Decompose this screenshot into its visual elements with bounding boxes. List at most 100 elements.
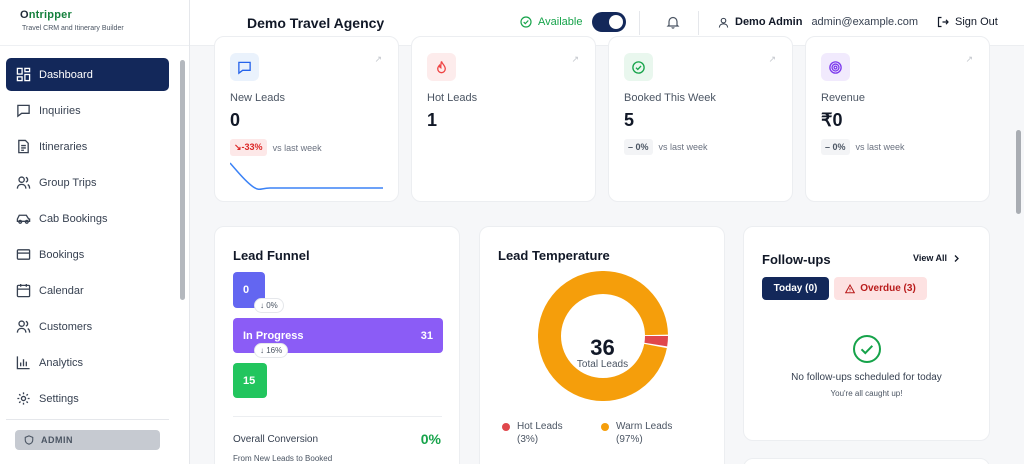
sidebar-item-calendar[interactable]: Calendar — [6, 274, 169, 307]
card-icon — [16, 249, 31, 260]
header-divider — [639, 11, 640, 35]
sidebar-item-customers[interactable]: Customers — [6, 310, 169, 343]
donut-chart — [538, 271, 668, 401]
calendar-icon — [16, 283, 31, 298]
sign-out-label: Sign Out — [955, 16, 998, 28]
donut-total: 36 — [590, 335, 615, 360]
sidebar-item-inquiries[interactable]: Inquiries — [6, 94, 169, 127]
dashboard-icon — [16, 67, 31, 82]
sidebar-item-label: Calendar — [39, 284, 84, 297]
user-menu[interactable]: Demo Admin admin@example.com — [718, 16, 918, 28]
stat-value: 5 — [624, 110, 635, 130]
sidebar-item-itineraries[interactable]: Itineraries — [6, 130, 169, 163]
sidebar-nav: Dashboard Inquiries Itineraries Group Tr… — [6, 58, 169, 418]
view-all-label: View All — [912, 253, 947, 263]
sidebar-item-group-trips[interactable]: Group Trips — [6, 166, 169, 199]
change-caption: vs last week — [272, 142, 322, 153]
stat-card-revenue[interactable]: ↗ Revenue ₹0 – 0% vs last week — [805, 36, 990, 202]
target-icon — [829, 60, 842, 74]
stat-icon-box — [230, 53, 259, 81]
sidebar-item-dashboard[interactable]: Dashboard — [6, 58, 169, 91]
funnel-stage[interactable]: 15 — [233, 363, 267, 398]
customers-icon — [16, 320, 31, 333]
availability-status: Available — [520, 16, 582, 28]
sidebar-item-cab-bookings[interactable]: Cab Bookings — [6, 202, 169, 235]
card-title: Lead Temperature — [498, 248, 610, 263]
donut-slice-hot — [538, 271, 668, 401]
stat-card-new-leads[interactable]: ↗ New Leads 0 ↘-33% vs last week — [214, 36, 399, 202]
legend-pct: (97%) — [616, 434, 643, 445]
sidebar-item-analytics[interactable]: Analytics — [6, 346, 169, 379]
arrow-down-icon: ↓ — [260, 301, 267, 310]
funnel-stage-label: In Progress — [243, 329, 304, 342]
legend-pct: (3%) — [517, 434, 539, 445]
empty-state-title: No follow-ups scheduled for today — [791, 372, 942, 383]
tab-overdue[interactable]: Overdue (3) — [834, 277, 927, 300]
sparkline — [230, 162, 383, 191]
card-title: Follow-ups — [762, 252, 831, 267]
view-all-link[interactable]: View All — [913, 253, 961, 263]
brand-tagline: Travel CRM and Itinerary Builder — [22, 25, 124, 32]
legend-label: Hot Leads — [517, 421, 563, 432]
car-icon — [16, 214, 31, 224]
chevron-right-icon — [954, 254, 959, 262]
stat-icon-box — [821, 53, 850, 81]
sidebar-item-label: Cab Bookings — [39, 212, 108, 225]
check-circle-icon — [632, 60, 645, 74]
stat-label: Booked This Week — [624, 92, 716, 104]
change-caption: vs last week — [658, 142, 708, 152]
arrow-up-right-icon: ↗ — [768, 54, 776, 64]
page-title: Demo Travel Agency — [247, 15, 385, 31]
donut-slice-warm — [538, 271, 668, 401]
sidebar-item-label: Inquiries — [39, 104, 81, 117]
main-scrollbar[interactable] — [1016, 130, 1021, 214]
next-card — [743, 458, 990, 464]
brand[interactable]: Ontripper Travel CRM and Itinerary Build… — [0, 0, 189, 46]
trend-down-icon: ↘ — [234, 142, 242, 152]
availability-label: Available — [538, 16, 583, 28]
funnel-drop-badge: ↓ 16% — [254, 343, 289, 358]
stat-icon-box — [427, 53, 456, 81]
sidebar: Ontripper Travel CRM and Itinerary Build… — [0, 0, 190, 464]
conversion-caption: From New Leads to Booked — [233, 454, 333, 463]
sidebar-item-label: Dashboard — [39, 68, 93, 81]
availability-toggle[interactable] — [592, 12, 626, 32]
logout-icon — [937, 16, 949, 28]
stat-card-booked[interactable]: ↗ Booked This Week 5 – 0% vs last week — [608, 36, 793, 202]
role-badge: ADMIN — [15, 430, 160, 450]
arrow-up-right-icon: ↗ — [571, 54, 579, 64]
empty-state-caption: You're all caught up! — [830, 389, 903, 398]
sign-out-button[interactable]: Sign Out — [937, 16, 998, 28]
stat-value: ₹0 — [821, 110, 843, 130]
stat-change: – 0% vs last week — [821, 139, 905, 155]
sidebar-item-label: Bookings — [39, 248, 85, 261]
legend-item-warm: Warm Leads (97%) — [601, 420, 672, 446]
conversion-label: Overall Conversion — [233, 434, 319, 445]
bell-icon[interactable] — [666, 15, 680, 29]
stat-value: 1 — [427, 110, 438, 130]
follow-ups-card: Follow-ups View All Today (0) Overdue (3… — [743, 226, 990, 441]
check-circle-icon — [853, 335, 881, 363]
tab-today[interactable]: Today (0) — [762, 277, 829, 300]
bar-chart-icon — [16, 356, 30, 370]
trend-flat-icon: – — [825, 142, 833, 152]
stat-card-hot-leads[interactable]: ↗ Hot Leads 1 — [411, 36, 596, 202]
arrow-up-right-icon: ↗ — [965, 54, 973, 64]
change-badge: ↘-33% — [230, 139, 267, 156]
sidebar-scrollbar[interactable] — [180, 60, 185, 300]
stat-change: ↘-33% vs last week — [230, 139, 322, 156]
lead-funnel-card: Lead Funnel 0 ↓ 0% In Progress 31 ↓ 16% … — [214, 226, 460, 464]
user-name: Demo Admin — [735, 16, 803, 28]
sidebar-item-bookings[interactable]: Bookings — [6, 238, 169, 271]
sidebar-divider — [6, 419, 169, 420]
conversion-value: 0% — [420, 431, 441, 447]
funnel-stage-value: 31 — [420, 329, 433, 342]
stat-label: Revenue — [821, 92, 866, 104]
sidebar-item-settings[interactable]: Settings — [6, 382, 169, 415]
user-icon — [718, 17, 729, 28]
stat-label: New Leads — [230, 92, 286, 104]
legend-item-hot: Hot Leads (3%) — [502, 420, 563, 446]
tab-overdue-label: Overdue (3) — [860, 283, 916, 294]
arrow-up-right-icon: ↗ — [374, 54, 382, 64]
message-icon — [238, 61, 251, 74]
